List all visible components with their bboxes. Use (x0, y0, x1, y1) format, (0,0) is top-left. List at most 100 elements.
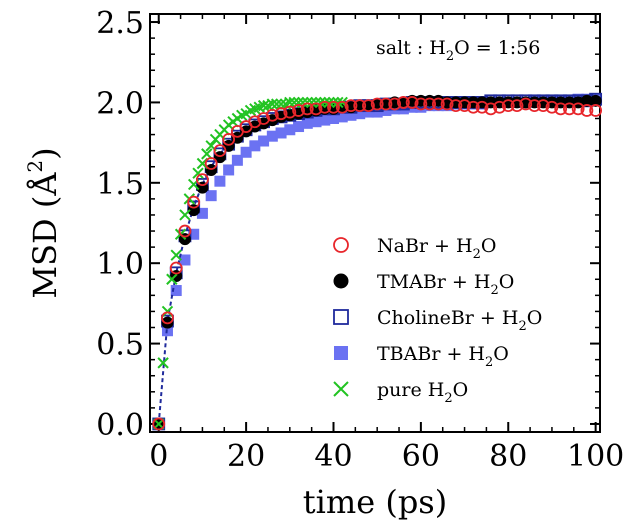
data-point (275, 127, 287, 139)
x-tick-label: 40 (314, 439, 352, 474)
data-point (314, 96, 327, 109)
data-point (344, 99, 358, 113)
data-point (327, 113, 339, 124)
legend-item: NaBr + H2O (333, 235, 496, 262)
data-point (528, 99, 541, 113)
data-point (545, 100, 559, 114)
data-point (501, 99, 515, 113)
data-point (196, 207, 208, 219)
legend-label: TBABr + H2O (377, 343, 509, 370)
data-point (300, 102, 314, 116)
data-point (179, 254, 191, 266)
data-point (536, 99, 550, 113)
legend-label-pre: TMABr + H (377, 271, 490, 293)
y-tick-label: 0.5 (96, 328, 144, 363)
data-point (335, 100, 349, 114)
annotation-sub: 2 (446, 49, 454, 64)
annotation-post: O = 1:56 (454, 37, 540, 59)
data-point (580, 104, 594, 117)
data-point (204, 157, 218, 170)
legend-item: TMABr + H2O (333, 271, 515, 298)
legend-label-sub: 2 (444, 391, 452, 406)
data-point (484, 102, 498, 116)
legend-label-post: O (481, 235, 497, 257)
data-point (170, 249, 182, 261)
data-point (283, 105, 297, 119)
data-point (305, 96, 318, 109)
data-point (240, 146, 252, 158)
legend-marker (333, 273, 349, 289)
data-point (466, 100, 480, 114)
data-point (362, 99, 375, 113)
legend-label-pre: CholineBr + H (377, 307, 518, 329)
data-point (332, 96, 344, 109)
y-axis-title-main: MSD (Å (26, 172, 64, 299)
legend-label-sub: 2 (518, 319, 526, 334)
data-point (284, 124, 296, 136)
data-point (571, 102, 585, 116)
data-point (170, 285, 182, 297)
data-point (275, 98, 287, 110)
data-point (249, 140, 261, 152)
legend-item: TBABr + H2O (334, 343, 509, 370)
data-point (196, 173, 209, 186)
data-point (354, 108, 366, 120)
data-point (178, 224, 192, 238)
y-tick-label: 2.5 (96, 6, 144, 41)
data-point (310, 116, 322, 128)
data-point (258, 135, 270, 147)
data-point (388, 97, 402, 111)
legend-label-pre: NaBr + H (377, 235, 473, 257)
y-tick-label: 0.0 (96, 408, 144, 443)
data-point (192, 167, 204, 179)
legend-label: CholineBr + H2O (377, 307, 542, 334)
data-point (166, 273, 178, 285)
plot-frame (149, 13, 601, 433)
data-point (493, 100, 506, 114)
data-point (371, 106, 383, 118)
data-point (440, 97, 454, 111)
annotation-pre: salt : H (376, 37, 446, 59)
legend-label: NaBr + H2O (377, 235, 496, 262)
data-point (345, 109, 357, 121)
y-axis-title: MSD (Å2) (23, 147, 64, 298)
legend-marker (333, 381, 349, 397)
data-point (213, 151, 226, 164)
legend-label-post: O (499, 271, 515, 293)
data-point (336, 111, 348, 123)
data-point (380, 104, 392, 116)
legend-item: pure H2O (333, 379, 468, 406)
data-point (231, 154, 243, 166)
data-point (554, 102, 568, 116)
data-point (152, 417, 166, 431)
data-point (292, 104, 305, 117)
data-point (213, 144, 227, 158)
legend-marker (334, 346, 348, 360)
data-point (396, 96, 410, 109)
x-tick-label: 0 (149, 439, 168, 474)
data-point (205, 163, 218, 176)
data-point (431, 97, 445, 111)
data-point (214, 175, 226, 187)
data-point (414, 97, 428, 111)
legend-marker (333, 237, 349, 253)
legend-label-post: O (527, 307, 543, 329)
data-point (370, 97, 384, 111)
data-point (223, 164, 235, 176)
data-point (157, 357, 169, 369)
y-tick-label: 2.0 (96, 86, 144, 121)
tick-labels: 0 20 40 60 80 100 0.0 0.5 1.0 1.5 2.0 2.5 (96, 6, 624, 474)
legend-label-sub: 2 (473, 247, 481, 262)
data-point (353, 99, 367, 113)
data-point (266, 130, 278, 142)
legend-label-post: O (493, 343, 509, 365)
x-tick-label: 20 (227, 439, 265, 474)
data-point (187, 195, 201, 209)
legend-label: pure H2O (377, 379, 468, 406)
data-point (362, 106, 374, 118)
data-point (284, 96, 296, 109)
x-tick-label: 80 (489, 439, 527, 474)
data-point (318, 100, 332, 114)
